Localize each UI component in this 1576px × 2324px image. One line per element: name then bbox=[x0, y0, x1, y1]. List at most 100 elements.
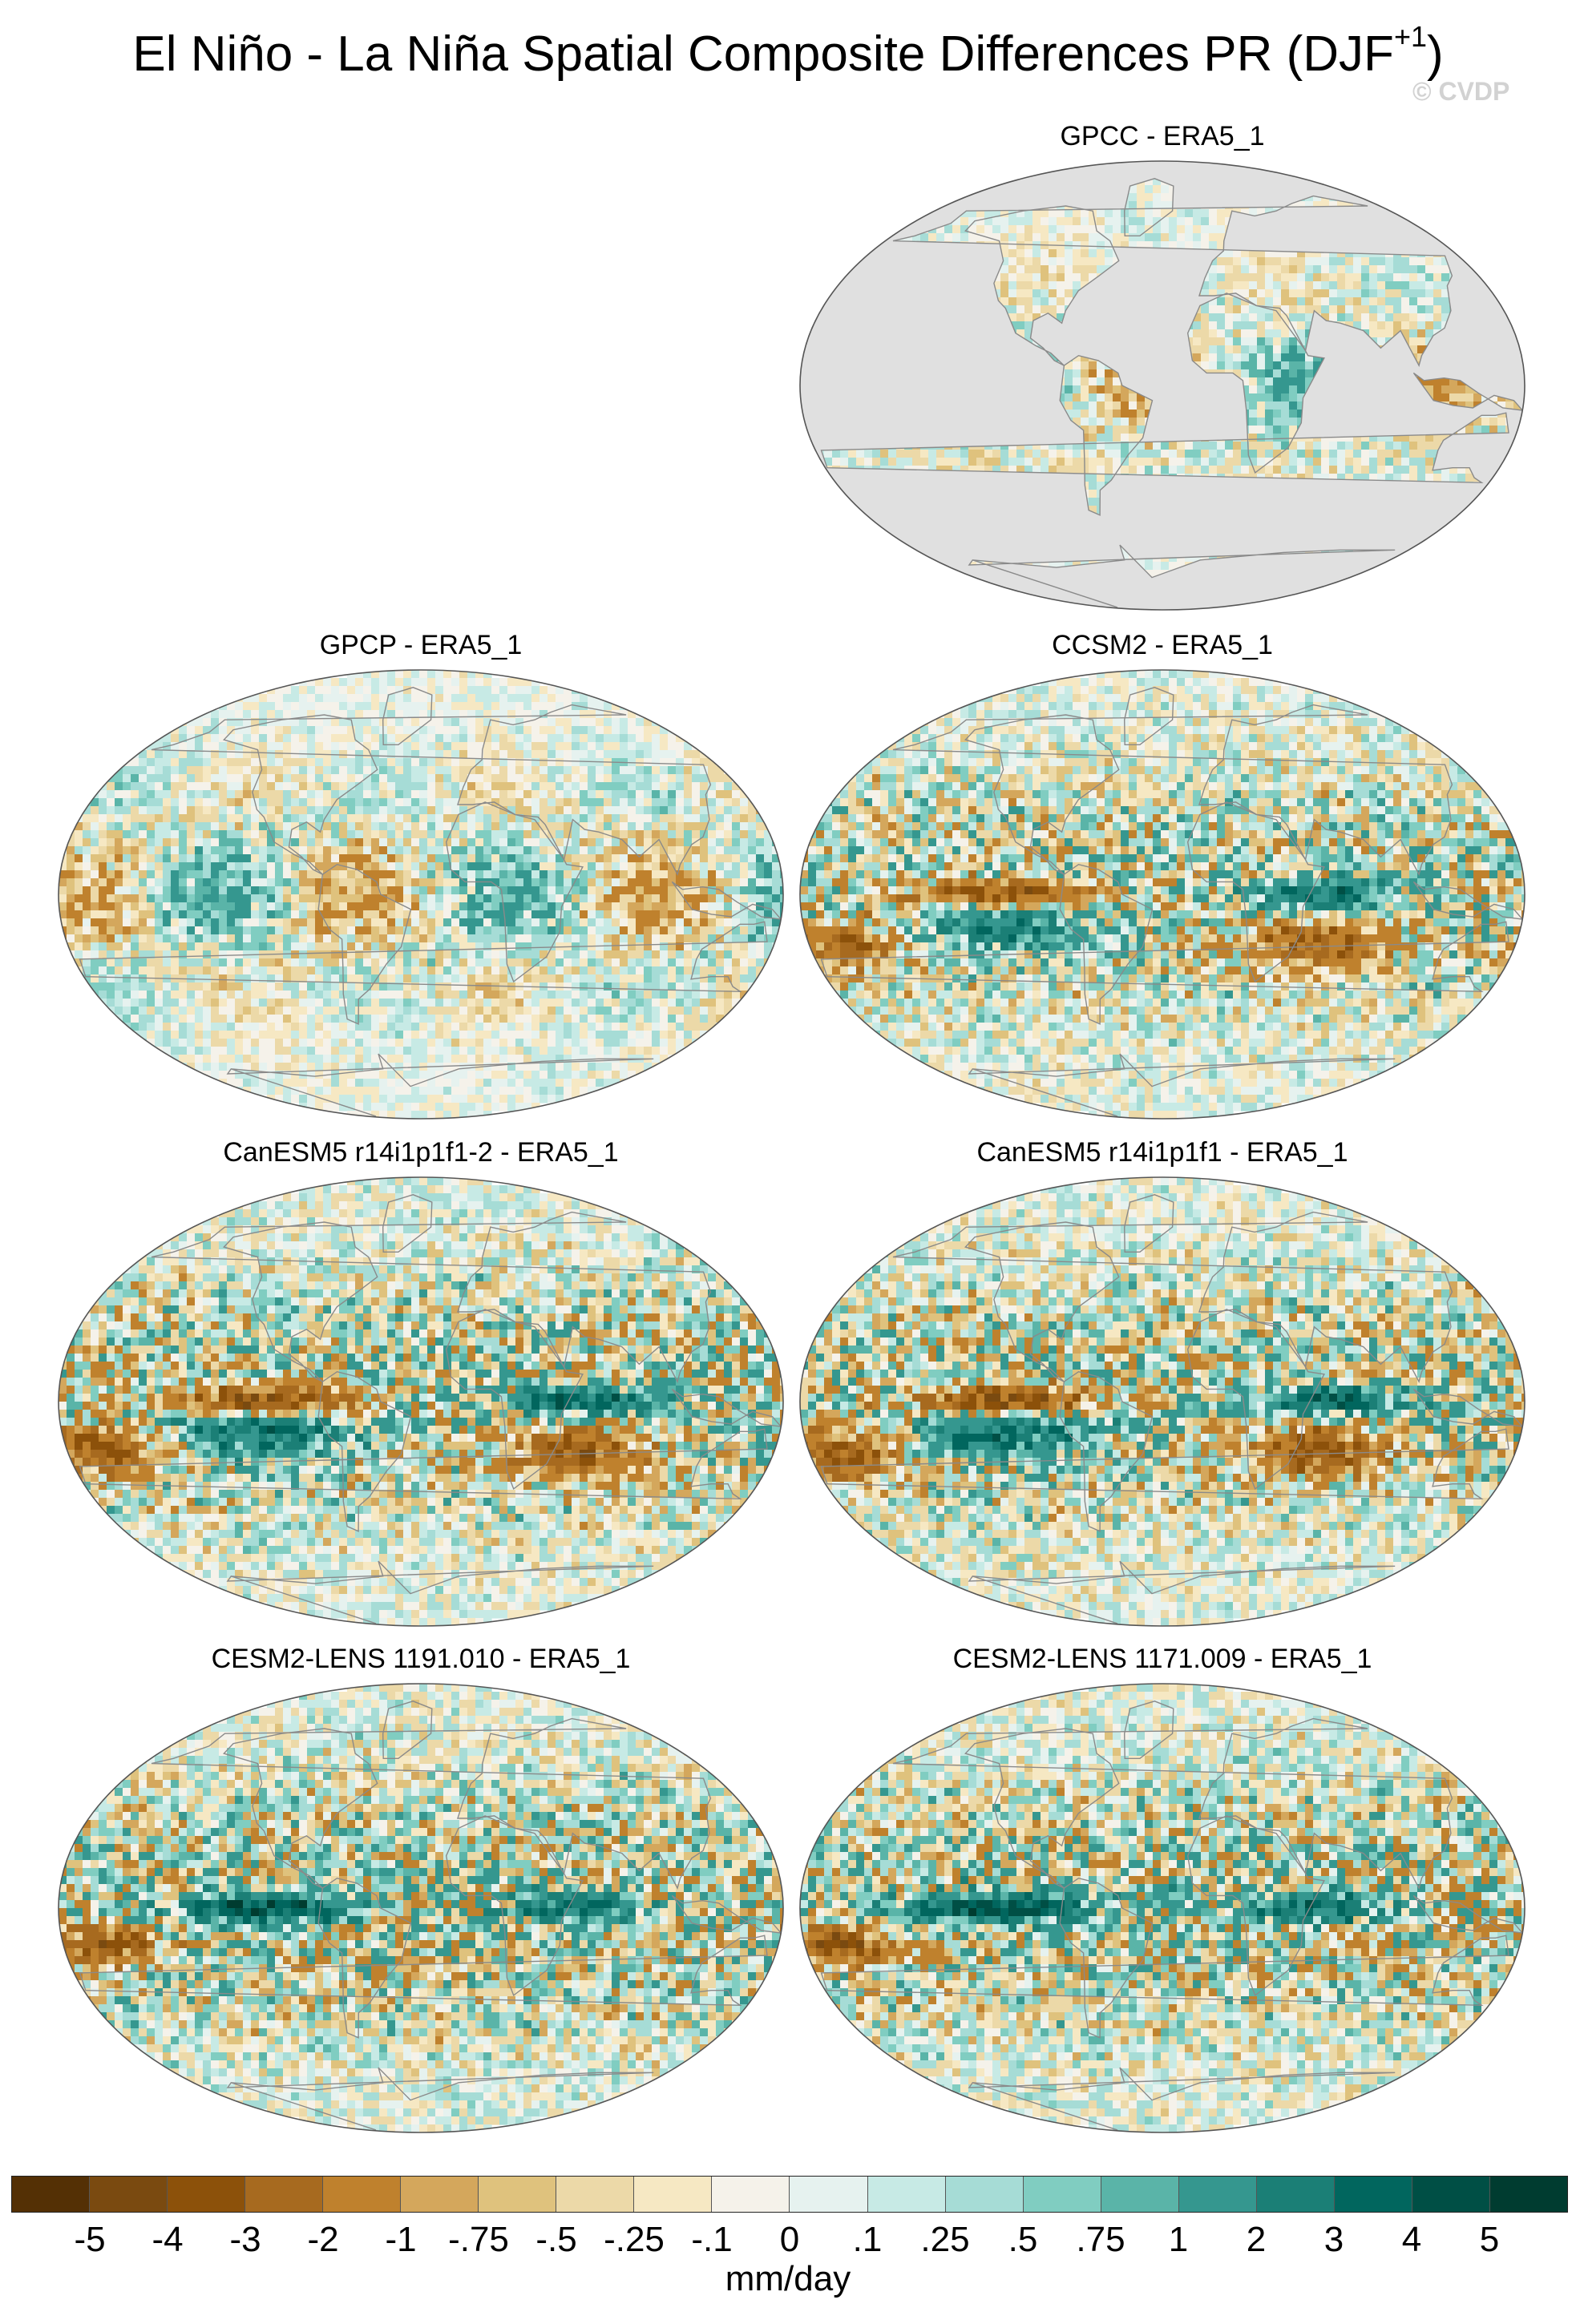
anomaly-cell bbox=[387, 734, 396, 743]
anomaly-cell bbox=[315, 702, 324, 711]
anomaly-cell bbox=[259, 758, 268, 767]
anomaly-cell bbox=[1008, 257, 1017, 266]
anomaly-cell bbox=[531, 702, 540, 711]
anomaly-cell bbox=[556, 686, 564, 695]
anomaly-cell bbox=[1217, 257, 1226, 266]
anomaly-cell bbox=[315, 742, 324, 751]
anomaly-cell bbox=[1273, 265, 1282, 274]
anomaly-cell bbox=[1145, 233, 1154, 242]
anomaly-cell bbox=[976, 209, 985, 218]
anomaly-cell bbox=[411, 694, 420, 703]
anomaly-cell bbox=[612, 774, 620, 783]
anomaly-cell bbox=[339, 686, 348, 695]
anomaly-cell bbox=[1193, 337, 1202, 346]
anomaly-cell bbox=[604, 702, 612, 711]
anomaly-cell bbox=[684, 758, 693, 767]
anomaly-cell bbox=[315, 766, 324, 775]
anomaly-cell bbox=[1337, 201, 1346, 210]
anomaly-cell bbox=[307, 774, 316, 783]
anomaly-cell bbox=[267, 782, 276, 791]
anomaly-cell bbox=[1081, 401, 1089, 410]
anomaly-cell bbox=[1281, 257, 1290, 266]
anomaly-cell bbox=[1249, 442, 1258, 450]
anomaly-cell bbox=[628, 734, 636, 743]
anomaly-cell bbox=[1257, 418, 1266, 426]
anomaly-cell bbox=[1249, 265, 1258, 274]
anomaly-cell bbox=[620, 742, 628, 751]
anomaly-cell bbox=[467, 726, 476, 735]
anomaly-cell bbox=[1057, 217, 1065, 226]
anomaly-cell bbox=[1249, 377, 1258, 386]
anomaly-cell bbox=[1233, 265, 1242, 274]
anomaly-cell bbox=[1008, 249, 1017, 258]
anomaly-cell bbox=[1161, 562, 1170, 571]
anomaly-cell bbox=[1024, 329, 1033, 338]
anomaly-cell bbox=[1257, 434, 1266, 442]
anomaly-cell bbox=[692, 750, 701, 759]
anomaly-cell bbox=[1489, 393, 1498, 402]
anomaly-cell bbox=[139, 750, 147, 759]
anomaly-cell bbox=[251, 758, 260, 767]
anomaly-cell bbox=[419, 694, 428, 703]
anomaly-cell bbox=[840, 450, 849, 458]
anomaly-cell bbox=[968, 458, 977, 466]
anomaly-cell bbox=[1113, 385, 1121, 394]
anomaly-cell bbox=[1297, 458, 1306, 466]
anomaly-cell bbox=[1113, 442, 1121, 450]
anomaly-cell bbox=[1161, 466, 1170, 474]
anomaly-cell bbox=[1016, 265, 1025, 274]
anomaly-cell bbox=[507, 742, 516, 751]
anomaly-cell bbox=[1401, 257, 1410, 266]
anomaly-cell bbox=[323, 782, 332, 791]
anomaly-cell bbox=[1265, 337, 1274, 346]
anomaly-cell bbox=[291, 718, 300, 727]
anomaly-cell bbox=[1185, 209, 1194, 218]
anomaly-cell bbox=[411, 750, 420, 759]
anomaly-cell bbox=[483, 694, 492, 703]
anomaly-cell bbox=[1289, 281, 1298, 290]
anomaly-cell bbox=[1401, 281, 1410, 290]
anomaly-cell bbox=[588, 734, 596, 743]
anomaly-cell bbox=[676, 750, 685, 759]
anomaly-cell bbox=[491, 734, 500, 743]
anomaly-cell bbox=[363, 718, 372, 727]
coastline bbox=[1123, 178, 1174, 237]
anomaly-cell bbox=[588, 694, 596, 703]
anomaly-cell bbox=[307, 694, 316, 703]
anomaly-cell bbox=[139, 782, 147, 791]
anomaly-cell bbox=[315, 694, 324, 703]
anomaly-cell bbox=[1153, 562, 1162, 571]
anomaly-cell bbox=[580, 766, 588, 775]
anomaly-cell bbox=[840, 498, 849, 506]
anomaly-cell bbox=[1257, 466, 1266, 474]
anomaly-cell bbox=[1297, 450, 1306, 458]
anomaly-cell bbox=[1193, 458, 1202, 466]
anomaly-cell bbox=[928, 450, 937, 458]
anomaly-cell bbox=[1032, 281, 1041, 290]
anomaly-cell bbox=[1305, 249, 1314, 258]
anomaly-cell bbox=[1105, 466, 1113, 474]
title-close: ) bbox=[1427, 26, 1444, 82]
anomaly-cell bbox=[1313, 257, 1322, 266]
anomaly-cell bbox=[483, 678, 492, 687]
anomaly-cell bbox=[1209, 321, 1218, 330]
anomaly-cell bbox=[1417, 273, 1426, 282]
anomaly-cell bbox=[1505, 458, 1514, 466]
anomaly-cell bbox=[1145, 209, 1154, 218]
anomaly-cell bbox=[1089, 273, 1097, 282]
anomaly-cell bbox=[1393, 313, 1402, 322]
anomaly-cell bbox=[299, 694, 308, 703]
anomaly-cell bbox=[1129, 434, 1138, 442]
anomaly-cell bbox=[668, 734, 677, 743]
anomaly-cell bbox=[564, 750, 572, 759]
anomaly-cell bbox=[387, 766, 396, 775]
anomaly-cell bbox=[435, 694, 444, 703]
anomaly-cell bbox=[1513, 450, 1522, 458]
anomaly-cell bbox=[832, 450, 841, 458]
anomaly-cell bbox=[539, 734, 548, 743]
anomaly-cell bbox=[539, 742, 548, 751]
anomaly-cell bbox=[339, 726, 348, 735]
anomaly-cell bbox=[1393, 257, 1402, 266]
anomaly-cell bbox=[1289, 418, 1298, 426]
anomaly-cell bbox=[131, 782, 139, 791]
